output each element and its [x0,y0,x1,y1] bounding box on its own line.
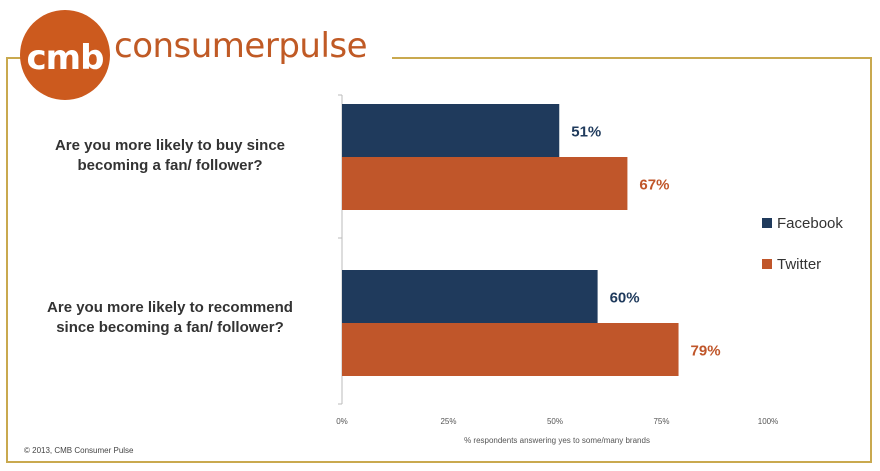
bar-twitter-2 [342,323,679,376]
x-tick-label: 25% [440,417,456,426]
bar-facebook-2 [342,270,598,323]
legend-label-twitter: Twitter [777,255,822,273]
header-rule-left [6,57,24,59]
data-label-facebook-2: 60% [610,290,640,307]
x-tick-label: 100% [758,417,778,426]
header-rule [392,57,872,59]
category-label-line: since becoming a fan/ follower? [56,319,284,336]
category-label-line: becoming a fan/ follower? [77,157,263,174]
legend-swatch-twitter [762,259,772,269]
legend-item-twitter: Twitter [762,255,843,273]
chart-frame [6,57,872,463]
copyright-text: © 2013, CMB Consumer Pulse [24,446,134,455]
category-label-line: Are you more likely to buy since [54,137,286,154]
cmb-logo: cmb [20,10,110,100]
bar-twitter-1 [342,157,628,210]
data-label-facebook-1: 51% [571,124,601,141]
category-label-buy: Are you more likely to buy since becomin… [10,136,330,176]
legend-swatch-facebook [762,218,772,228]
x-tick-label: 0% [336,417,348,426]
x-tick-label: 75% [653,417,669,426]
data-label-twitter-2: 79% [691,343,721,360]
x-tick-label: 50% [547,417,563,426]
legend-label-facebook: Facebook [777,214,843,232]
legend-item-facebook: Facebook [762,214,843,232]
bar-facebook-1 [342,104,560,157]
category-label-recommend: Are you more likely to recommend since b… [10,298,330,338]
legend: Facebook Twitter [762,214,843,296]
x-axis-title: % respondents answering yes to some/many… [464,436,650,445]
logo-mark: cmb [26,38,105,78]
logo-wordmark: consumerpulse [114,26,368,66]
category-label-line: Are you more likely to recommend [47,299,293,316]
data-label-twitter-1: 67% [639,177,669,194]
